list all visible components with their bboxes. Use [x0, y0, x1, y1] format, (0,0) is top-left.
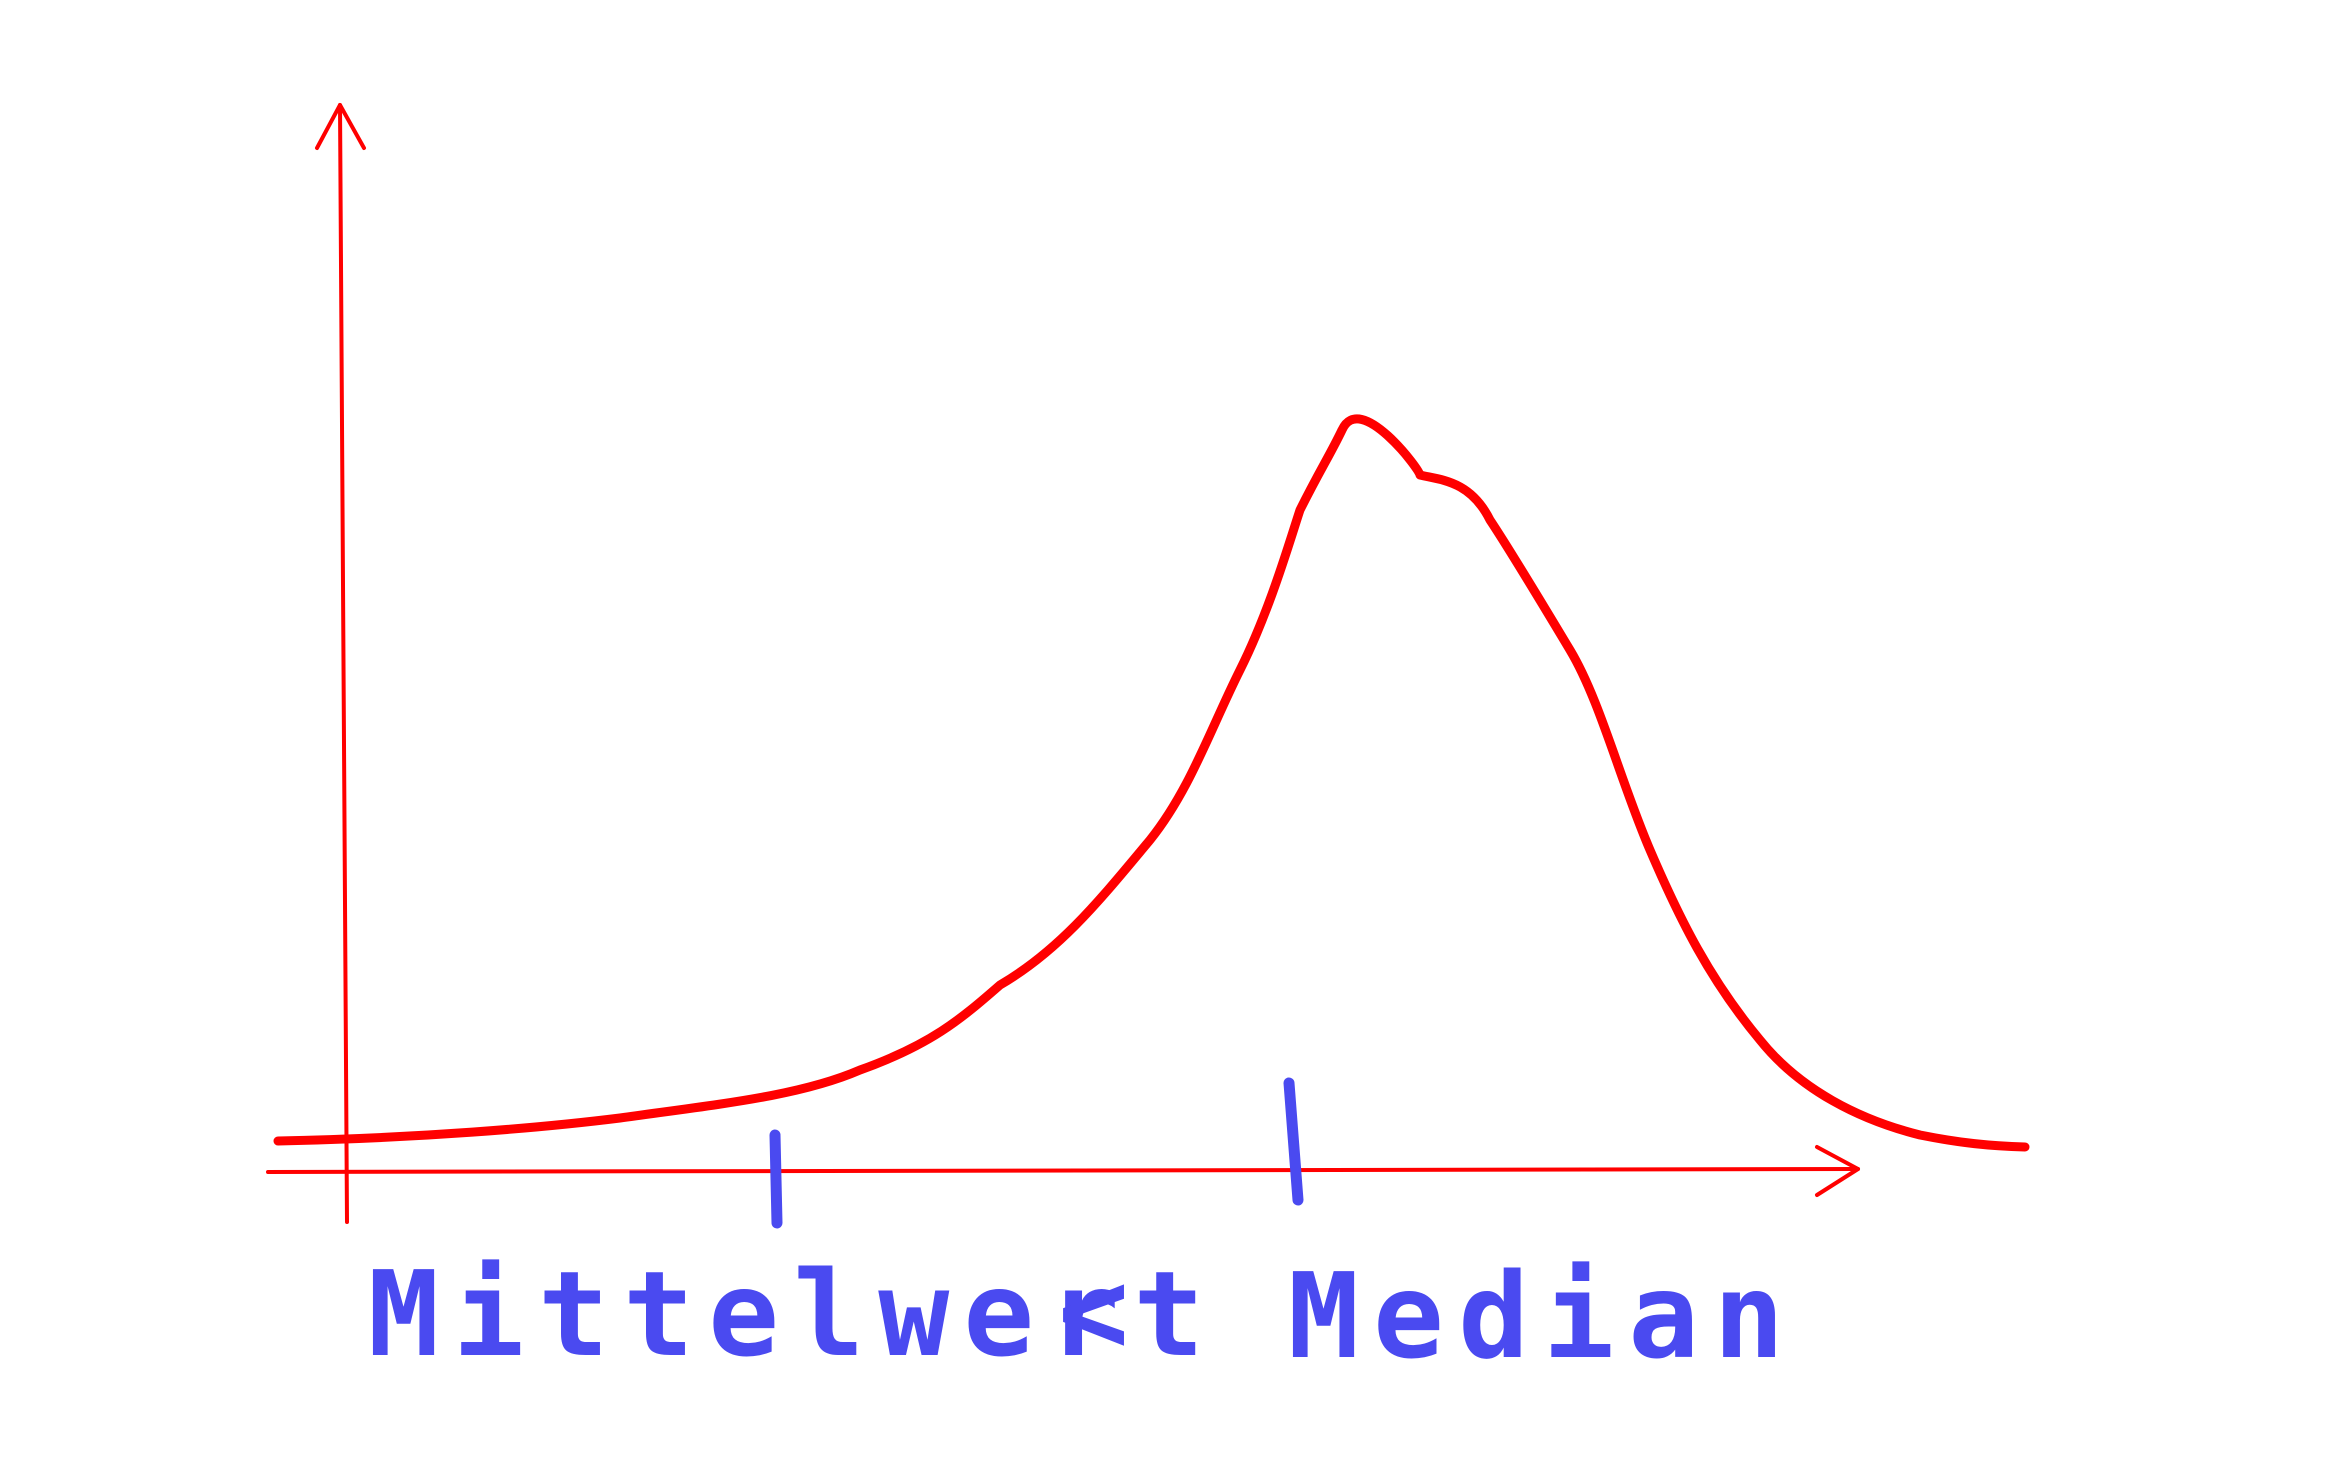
- x-axis-arrowhead: [1815, 1145, 1860, 1197]
- y-axis-arrowhead: [315, 103, 366, 150]
- distribution-curve: [273, 414, 2030, 1152]
- x-axis: [266, 1145, 1860, 1197]
- median-label: Median: [1288, 1247, 1798, 1385]
- median-tick: [1283, 1077, 1304, 1206]
- y-axis: [315, 103, 366, 1224]
- mean-label: Mittelwert: [368, 1245, 1218, 1383]
- mean-tick: [769, 1129, 783, 1229]
- less-than-sign: <: [1058, 1242, 1143, 1380]
